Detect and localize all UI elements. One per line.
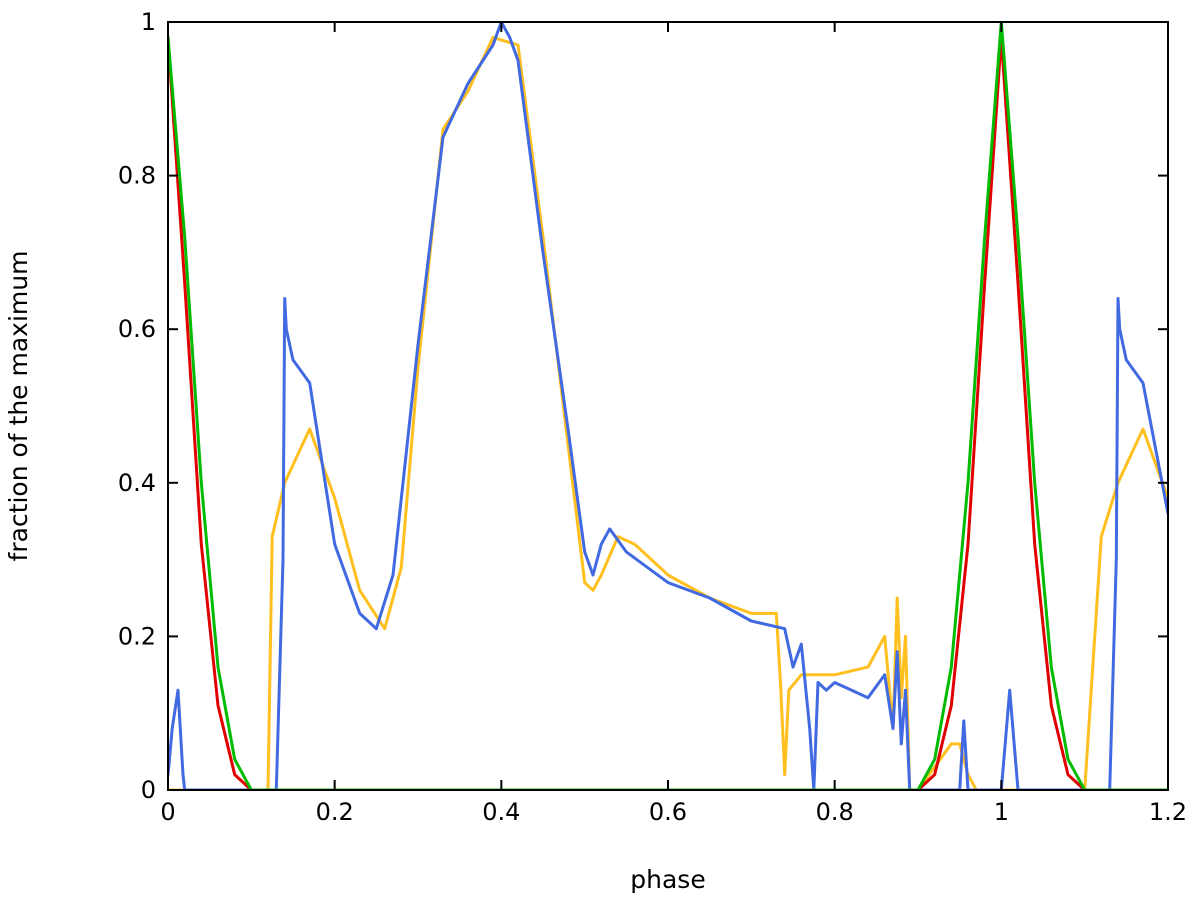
x-tick-label: 0 bbox=[160, 798, 175, 826]
x-tick-label: 0.4 bbox=[482, 798, 520, 826]
x-tick-label: 0.6 bbox=[649, 798, 687, 826]
x-tick-label: 0.8 bbox=[816, 798, 854, 826]
y-tick-label: 0.4 bbox=[118, 469, 156, 497]
series-line-3 bbox=[168, 35, 1168, 790]
x-tick-label: 1 bbox=[994, 798, 1009, 826]
x-axis-title: phase bbox=[630, 865, 705, 894]
series-line-1 bbox=[168, 35, 1168, 790]
y-tick-label: 0.6 bbox=[118, 315, 156, 343]
series-line-4 bbox=[168, 22, 1168, 790]
y-tick-label: 0 bbox=[141, 776, 156, 804]
tick-layer: 0 0.2 0.4 0.6 0.8 1 1.2 0 0.2 0.4 0.6 0.8 1 bbox=[118, 8, 1187, 826]
series-line-2 bbox=[168, 22, 1168, 790]
x-tick-label: 0.2 bbox=[316, 798, 354, 826]
plot-frame bbox=[167, 21, 1169, 791]
y-tick-label: 0.2 bbox=[118, 622, 156, 650]
y-axis-title: fraction of the maximum bbox=[4, 251, 33, 562]
x-tick-label: 1.2 bbox=[1149, 798, 1187, 826]
y-tick-label: 1 bbox=[141, 8, 156, 36]
series-layer bbox=[168, 22, 1168, 790]
y-tick-label: 0.8 bbox=[118, 162, 156, 190]
